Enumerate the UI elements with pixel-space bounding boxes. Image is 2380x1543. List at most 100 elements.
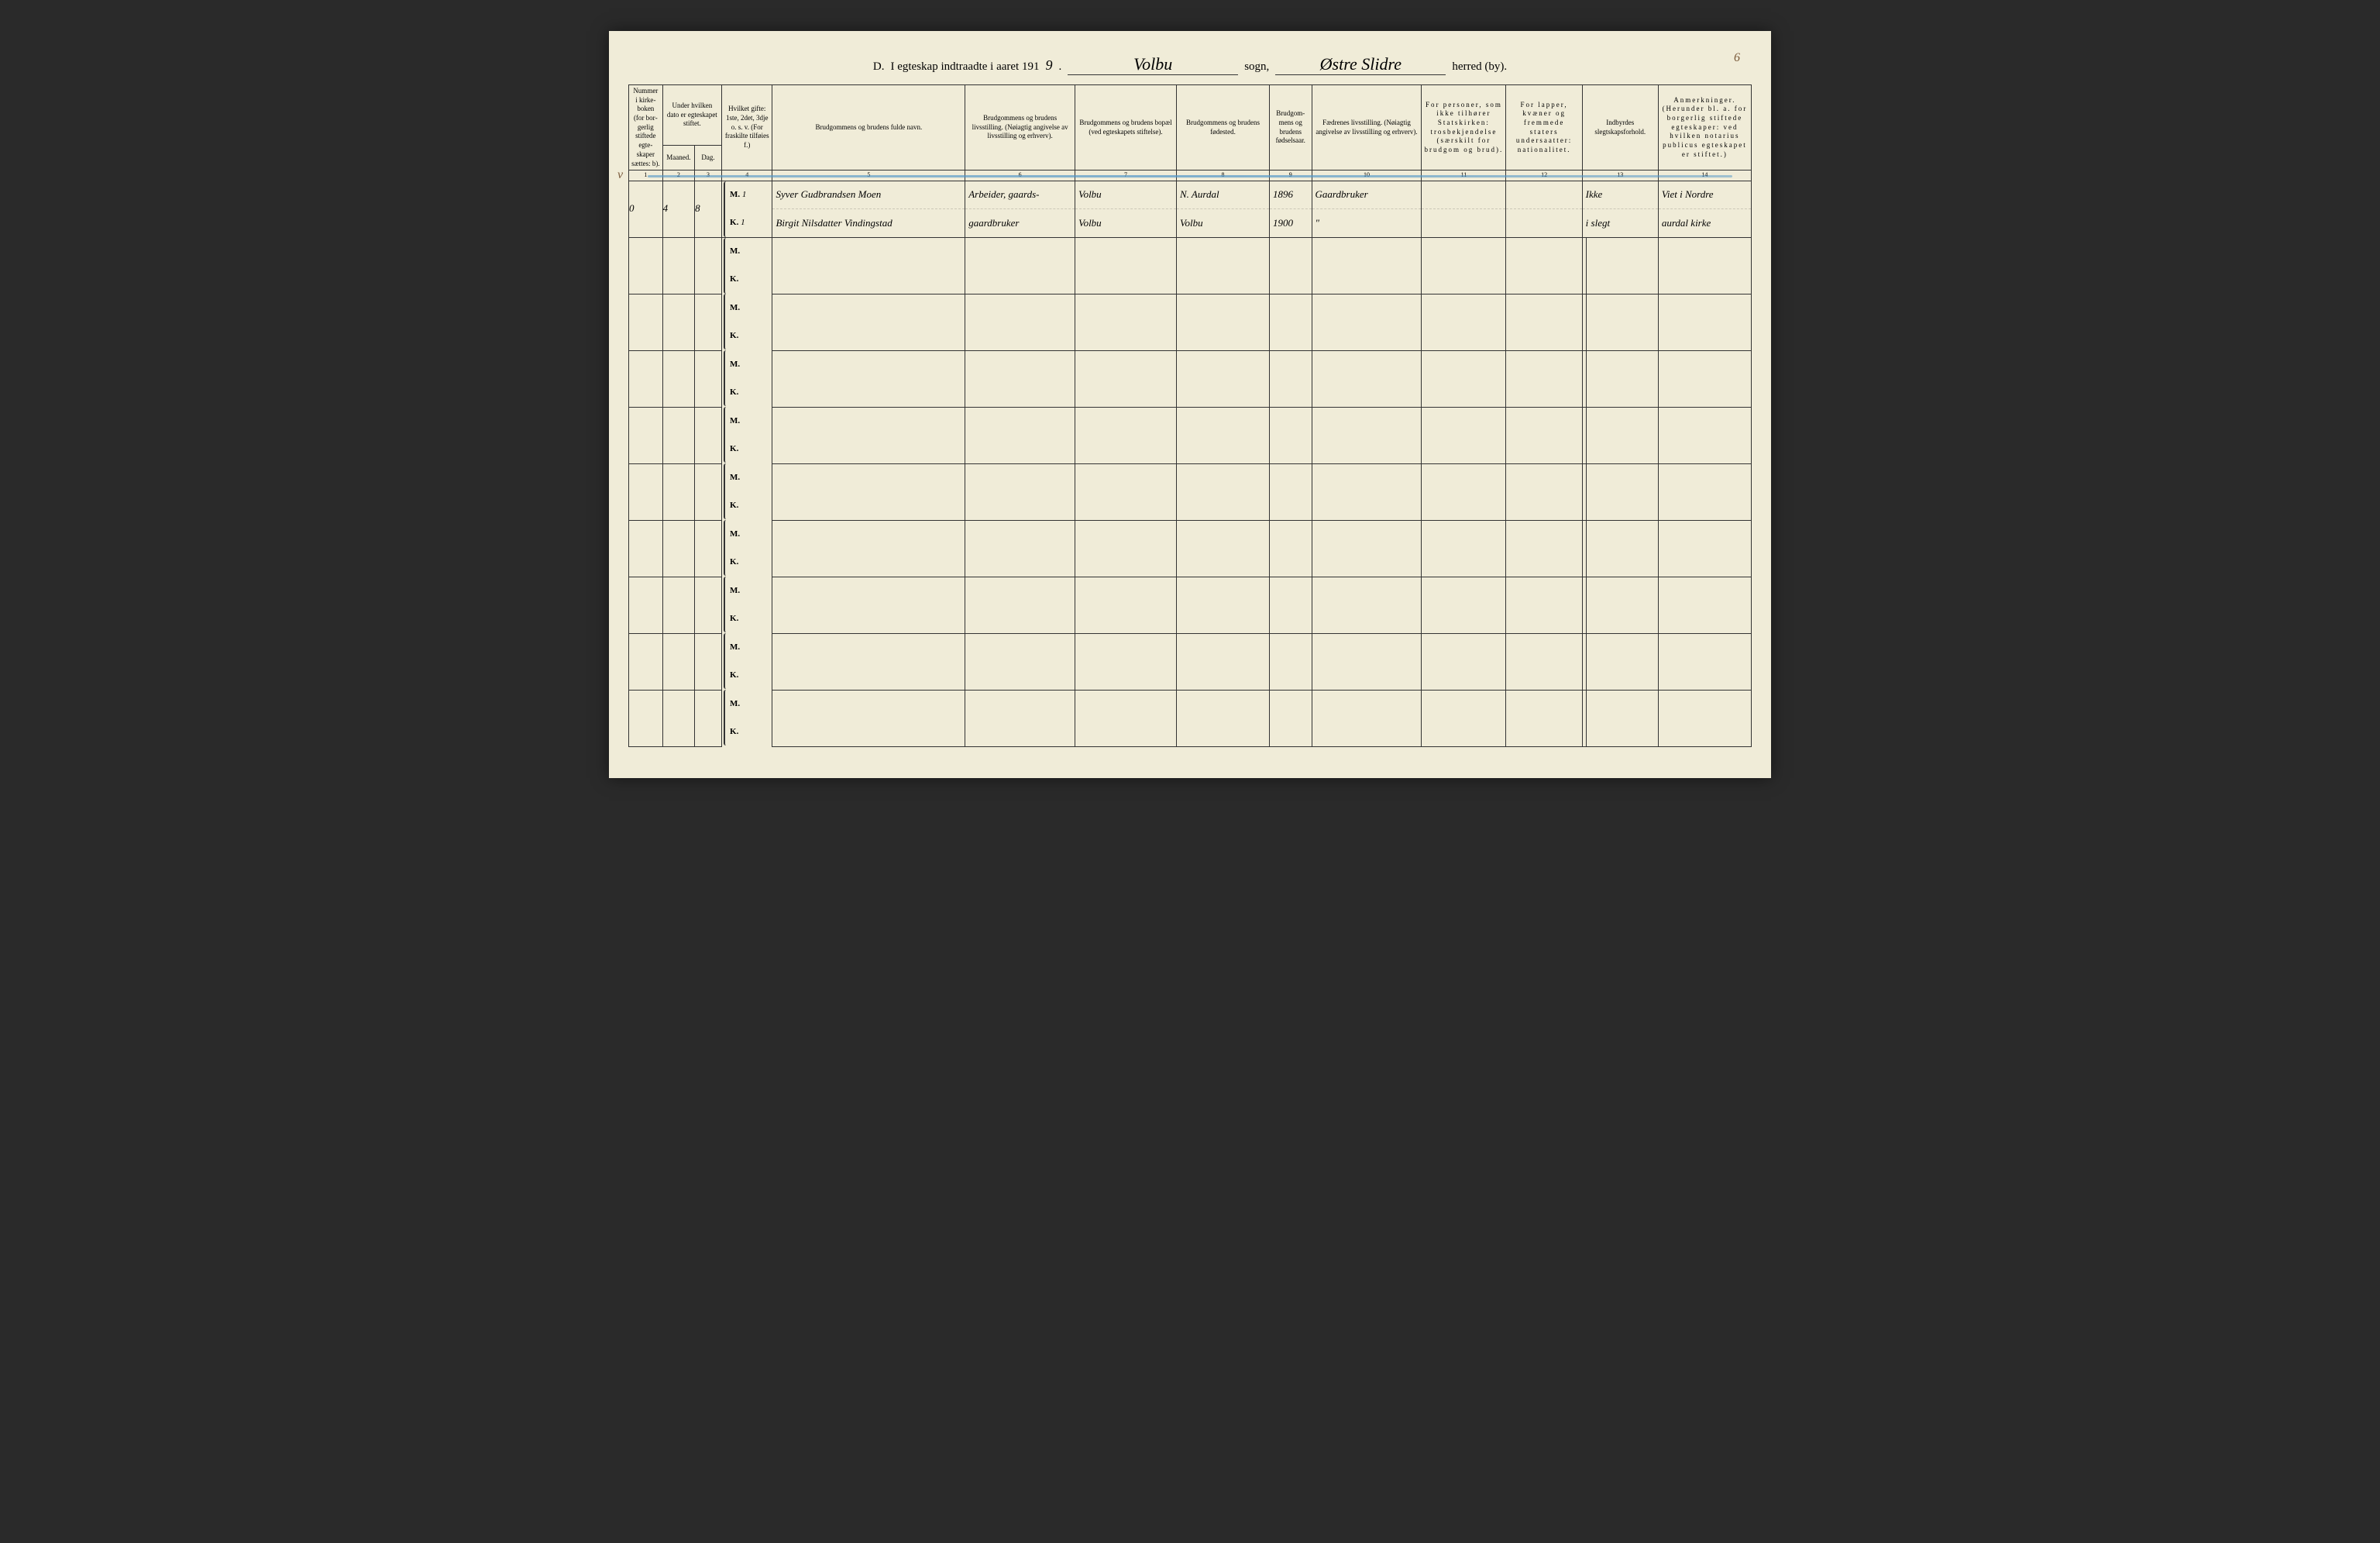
empty-cell xyxy=(1506,463,1582,520)
header-num-14: 14 xyxy=(1658,170,1751,181)
empty-cell xyxy=(662,350,694,407)
mk-cell: M.K. xyxy=(722,690,772,746)
header-num-2: 2 xyxy=(662,170,694,181)
empty-cell xyxy=(1658,463,1751,520)
empty-cell xyxy=(662,237,694,294)
cell-dag: 8 xyxy=(695,181,722,237)
empty-cell xyxy=(965,690,1075,746)
cell-fodested: N. AurdalVolbu xyxy=(1176,181,1269,237)
empty-cell xyxy=(1582,633,1658,690)
empty-cell xyxy=(965,407,1075,463)
empty-cell xyxy=(1312,520,1422,577)
mk-cell: M.K. xyxy=(722,294,772,350)
empty-cell xyxy=(772,294,965,350)
mk-cell: M.K. xyxy=(722,237,772,294)
empty-cell xyxy=(772,463,965,520)
empty-cell xyxy=(1075,690,1177,746)
mk-cell: M.K. xyxy=(722,520,772,577)
empty-cell xyxy=(1422,690,1506,746)
empty-cell xyxy=(965,463,1075,520)
header-num-10: 10 xyxy=(1312,170,1422,181)
empty-cell xyxy=(662,463,694,520)
empty-cell xyxy=(1270,407,1312,463)
cell-maaned: 4 xyxy=(662,181,694,237)
empty-cell xyxy=(965,294,1075,350)
empty-cell xyxy=(695,690,722,746)
header-col-9: Brudgom­mens og brudens fødsels­aar. xyxy=(1270,85,1312,170)
header-num-7: 7 xyxy=(1075,170,1177,181)
header-num-13: 13 xyxy=(1582,170,1658,181)
empty-cell xyxy=(1422,237,1506,294)
table-row: M.K. xyxy=(629,633,1752,690)
empty-cell xyxy=(1176,463,1269,520)
table-row: M.K. xyxy=(629,350,1752,407)
header-col-11: For personer, som ikke tilhører Statskir… xyxy=(1422,85,1506,170)
section-letter: D. xyxy=(873,60,885,74)
empty-cell xyxy=(1075,577,1177,633)
empty-cell xyxy=(1582,350,1658,407)
empty-cell xyxy=(662,633,694,690)
header-num-1: 1 xyxy=(629,170,663,181)
sogn-label: sogn, xyxy=(1244,60,1269,74)
page-corner-mark: 6 xyxy=(1734,51,1740,65)
empty-cell xyxy=(1312,237,1422,294)
header-col-13: Indbyrdes slegtskapsforhold. xyxy=(1582,85,1658,170)
empty-cell xyxy=(662,690,694,746)
register-table: Nummer i kirke­boken (for bor­gerlig sti… xyxy=(628,84,1752,747)
empty-cell xyxy=(1176,237,1269,294)
header-col-2: Maaned. xyxy=(662,145,694,170)
empty-cell xyxy=(1658,690,1751,746)
mk-cell: M.K. xyxy=(722,350,772,407)
empty-cell xyxy=(629,633,663,690)
empty-cell xyxy=(772,407,965,463)
empty-cell xyxy=(1422,577,1506,633)
header-col-3: Dag. xyxy=(695,145,722,170)
empty-cell xyxy=(695,407,722,463)
empty-cell xyxy=(1270,294,1312,350)
empty-cell xyxy=(1176,520,1269,577)
table-row: M.K. xyxy=(629,463,1752,520)
header-col-6: Brudgommens og brudens livsstilling. (Nø… xyxy=(965,85,1075,170)
empty-cell xyxy=(629,520,663,577)
empty-cell xyxy=(1312,633,1422,690)
header-date-group: Under hvilken dato er egte­skapet stifte… xyxy=(662,85,721,146)
header-col-1: Nummer i kirke­boken (for bor­gerlig sti… xyxy=(629,85,663,170)
empty-cell xyxy=(1075,294,1177,350)
empty-cell xyxy=(629,407,663,463)
empty-cell xyxy=(1176,407,1269,463)
empty-cell xyxy=(695,520,722,577)
empty-cell xyxy=(1312,690,1422,746)
margin-checkmark: v xyxy=(617,168,623,182)
table-head: Nummer i kirke­boken (for bor­gerlig sti… xyxy=(629,85,1752,181)
header-num-9: 9 xyxy=(1270,170,1312,181)
mk-cell: M.K. xyxy=(722,633,772,690)
empty-cell xyxy=(965,237,1075,294)
header-col-4: Hvilket gifte: 1ste, 2det, 3dje o. s. v.… xyxy=(722,85,772,170)
empty-cell xyxy=(772,350,965,407)
empty-cell xyxy=(1582,237,1658,294)
header-num-12: 12 xyxy=(1506,170,1582,181)
empty-cell xyxy=(772,520,965,577)
empty-cell xyxy=(1422,407,1506,463)
empty-cell xyxy=(1176,633,1269,690)
empty-cell xyxy=(1270,690,1312,746)
empty-cell xyxy=(1422,463,1506,520)
table-row: M.K. xyxy=(629,690,1752,746)
empty-cell xyxy=(772,690,965,746)
empty-cell xyxy=(1582,577,1658,633)
empty-cell xyxy=(1506,633,1582,690)
header-num-3: 3 xyxy=(695,170,722,181)
empty-cell xyxy=(1506,520,1582,577)
sogn-value: Volbu xyxy=(1068,54,1238,75)
empty-cell xyxy=(1582,407,1658,463)
empty-cell xyxy=(1422,350,1506,407)
empty-cell xyxy=(1176,690,1269,746)
empty-cell xyxy=(662,407,694,463)
empty-cell xyxy=(629,350,663,407)
empty-cell xyxy=(1176,577,1269,633)
empty-cell xyxy=(1582,294,1658,350)
table-row: M.K. xyxy=(629,577,1752,633)
empty-cell xyxy=(965,350,1075,407)
empty-cell xyxy=(1312,463,1422,520)
empty-cell xyxy=(1506,237,1582,294)
